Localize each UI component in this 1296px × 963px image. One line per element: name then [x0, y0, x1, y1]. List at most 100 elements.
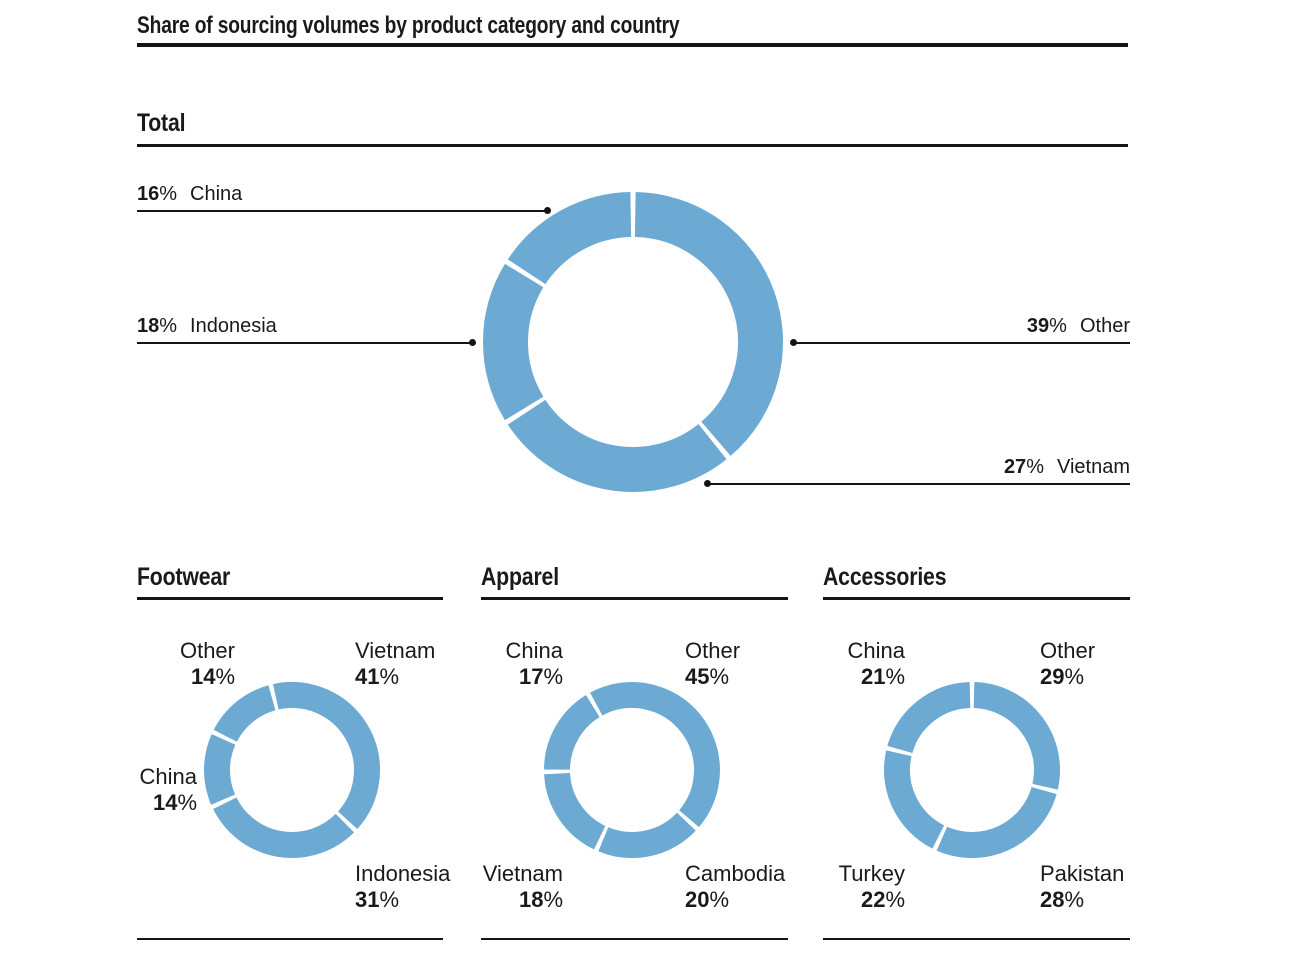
- callout-china-percent: 16%: [137, 182, 177, 206]
- percent-sign: %: [159, 183, 178, 205]
- accessories-label-china: China 21%: [848, 638, 905, 690]
- label-number: 31: [355, 887, 380, 912]
- label-value: 29%: [1040, 664, 1095, 690]
- footwear-label-indonesia: Indonesia 31%: [355, 861, 450, 913]
- accessories-label-pakistan: Pakistan 28%: [1040, 861, 1124, 913]
- label-value: 14%: [180, 664, 235, 690]
- total-donut-segment-vietnam: [507, 399, 727, 492]
- callout-china-value: 16: [137, 183, 160, 205]
- label-number: 20: [685, 887, 710, 912]
- accessories-heading-rule: [823, 597, 1130, 600]
- footwear-donut-segment-china: [204, 734, 236, 805]
- footwear-heading: Footwear: [137, 563, 231, 591]
- callout-other-name: Other: [1079, 315, 1130, 337]
- callout-other: 39% Other: [793, 314, 1130, 344]
- apparel-bottom-rule: [481, 938, 788, 940]
- total-donut-segment-indonesia: [483, 263, 544, 421]
- callout-china-dot: [544, 207, 551, 214]
- total-heading-rule: [137, 144, 1128, 147]
- label-value: 18%: [483, 887, 563, 913]
- label-value: 14%: [140, 790, 197, 816]
- footwear-heading-rule: [137, 597, 443, 600]
- footwear-bottom-rule: [137, 938, 443, 940]
- label-country: Other: [1040, 638, 1096, 663]
- label-country: Turkey: [838, 861, 905, 886]
- label-number: 45: [685, 664, 710, 689]
- label-country: China: [847, 638, 905, 663]
- label-number: 14: [152, 790, 178, 815]
- accessories-label-other: Other 29%: [1040, 638, 1095, 690]
- percent-sign: %: [379, 887, 400, 912]
- apparel-donut-segment-china: [544, 694, 601, 771]
- label-country: Other: [685, 638, 741, 663]
- label-country: Pakistan: [1040, 861, 1125, 886]
- callout-other-percent: 39%: [1027, 314, 1067, 338]
- label-number: 41: [355, 664, 380, 689]
- label-value: 22%: [839, 887, 905, 913]
- label-number: 14: [190, 664, 216, 689]
- percent-sign: %: [159, 315, 178, 337]
- footwear-donut-segment-other: [213, 685, 276, 743]
- callout-indonesia-value: 18: [137, 315, 160, 337]
- label-country: Cambodia: [685, 861, 786, 886]
- apparel-donut-segment-cambodia: [598, 812, 696, 858]
- callout-indonesia-name: Indonesia: [190, 315, 277, 337]
- label-value: 41%: [355, 664, 435, 690]
- apparel-donut-segment-other: [590, 682, 720, 828]
- accessories-label-turkey: Turkey 22%: [839, 861, 905, 913]
- percent-sign: %: [709, 887, 730, 912]
- percent-sign: %: [1064, 887, 1085, 912]
- total-donut-segment-china: [507, 192, 632, 285]
- percent-sign: %: [1026, 456, 1044, 478]
- callout-other-dot: [790, 339, 797, 346]
- accessories-donut-segment-china: [887, 682, 971, 754]
- label-value: 21%: [848, 664, 905, 690]
- callout-china-name: China: [190, 183, 243, 205]
- label-value: 31%: [355, 887, 450, 913]
- accessories-donut-segment-other: [973, 682, 1060, 790]
- footwear-donut-segment-vietnam: [273, 682, 380, 829]
- percent-sign: %: [379, 664, 400, 689]
- callout-vietnam-value: 27: [1003, 456, 1027, 478]
- apparel-label-china: China 17%: [506, 638, 563, 690]
- footwear-label-china: China 14%: [140, 764, 197, 816]
- apparel-label-cambodia: Cambodia 20%: [685, 861, 785, 913]
- label-value: 20%: [685, 887, 785, 913]
- accessories-bottom-rule: [823, 938, 1130, 940]
- callout-indonesia: 18% Indonesia: [137, 314, 473, 344]
- total-heading: Total: [137, 109, 186, 137]
- apparel-label-vietnam: Vietnam 18%: [483, 861, 563, 913]
- percent-sign: %: [1064, 664, 1085, 689]
- label-number: 17: [518, 664, 544, 689]
- label-country: Other: [179, 638, 235, 663]
- percent-sign: %: [885, 664, 905, 689]
- label-value: 45%: [685, 664, 740, 690]
- total-donut-segment-other: [634, 192, 783, 456]
- callout-vietnam-dot: [704, 480, 711, 487]
- apparel-heading-rule: [481, 597, 788, 600]
- callout-vietnam-name: Vietnam: [1056, 456, 1130, 478]
- accessories-donut-segment-turkey: [884, 750, 945, 849]
- label-country: China: [505, 638, 563, 663]
- percent-sign: %: [1049, 315, 1067, 337]
- callout-other-value: 39: [1026, 315, 1050, 337]
- label-country: Indonesia: [355, 861, 451, 886]
- footwear-label-vietnam: Vietnam 41%: [355, 638, 435, 690]
- accessories-donut-segment-pakistan: [936, 786, 1057, 858]
- label-country: China: [139, 764, 197, 789]
- label-value: 17%: [506, 664, 563, 690]
- title-rule: [137, 43, 1128, 47]
- callout-indonesia-dot: [469, 339, 476, 346]
- accessories-heading: Accessories: [823, 563, 947, 591]
- chart-title: Share of sourcing volumes by product cat…: [137, 12, 680, 39]
- percent-sign: %: [543, 887, 563, 912]
- label-number: 28: [1040, 887, 1065, 912]
- apparel-label-other: Other 45%: [685, 638, 740, 690]
- percent-sign: %: [885, 887, 905, 912]
- percent-sign: %: [215, 664, 235, 689]
- percent-sign: %: [543, 664, 563, 689]
- apparel-donut-segment-vietnam: [544, 772, 606, 850]
- label-country: Vietnam: [482, 861, 563, 886]
- label-number: 21: [860, 664, 886, 689]
